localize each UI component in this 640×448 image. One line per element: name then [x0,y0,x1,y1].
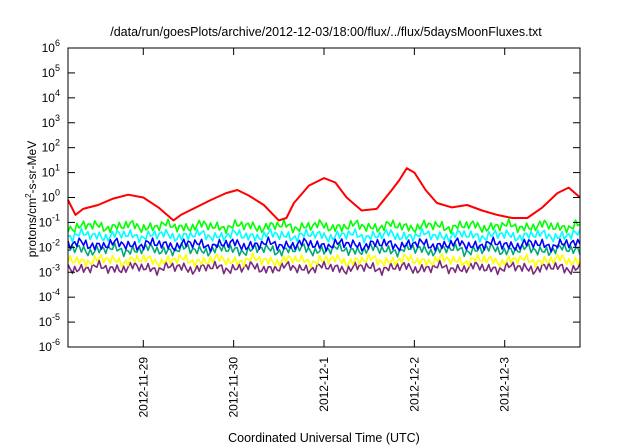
y-tick-base: 10 [39,315,53,329]
x-tick-label: 2012-11-30 [227,357,241,418]
y-tick-exp: 0 [55,188,60,198]
x-tick-label: 2012-11-29 [136,357,150,418]
y-tick-exp: -2 [52,237,60,247]
y-tick-exp: -5 [52,312,60,322]
y-tick-exp: -1 [52,212,60,222]
x-tick-label: 2012-12-1 [317,357,331,412]
y-tick-base: 10 [42,116,56,130]
series-layer [67,167,581,277]
y-tick-exp: -6 [52,337,60,347]
y-tick-label: 10-4 [39,287,60,304]
y-tick-label: 10-1 [39,212,60,229]
y-tick-base: 10 [42,191,56,205]
y-tick-label: 101 [42,163,60,180]
y-tick-exp: 1 [55,163,60,173]
y-tick-exp: 4 [55,88,60,98]
y-tick-exp: 2 [55,138,60,148]
y-tick-exp: 5 [55,63,60,73]
series-line [68,242,581,258]
series-line [67,259,581,277]
y-axis-label: protons/cm2-s-sr-MeV [24,141,39,257]
series-line [67,218,581,235]
y-tick-base: 10 [39,240,53,254]
chart-title: /data/run/goesPlots/archive/2012-12-03/1… [110,25,542,39]
y-tick-base: 10 [42,66,56,80]
y-tick-label: 10-2 [39,237,60,254]
x-axis-label: Coordinated Universal Time (UTC) [228,431,420,445]
y-tick-base: 10 [39,215,53,229]
y-tick-label: 103 [42,113,60,130]
y-tick-label: 10-6 [39,337,60,354]
y-axis-label-main: protons/cm [25,198,39,257]
x-axis: 2012-11-29 2012-11-30 2012-12-1 2012-12-2 20… [136,48,512,418]
y-tick-exp: -4 [52,287,60,297]
y-tick-base: 10 [39,340,53,354]
y-tick-label: 10-3 [39,262,60,279]
y-tick-exp: -3 [52,262,60,272]
y-tick-base: 10 [42,141,56,155]
y-tick-exp: 6 [55,38,60,48]
y-tick-label: 100 [42,188,60,205]
y-tick-label: 104 [42,88,60,105]
y-tick-exp: 3 [55,113,60,123]
x-tick-label: 2012-12-3 [498,357,512,412]
y-tick-base: 10 [39,290,53,304]
series-line [67,252,581,269]
x-tick-label: 2012-12-2 [407,357,421,412]
y-tick-base: 10 [42,166,56,180]
y-axis: 10-610-510-410-310-210-11001011021031041… [39,38,580,354]
y-tick-label: 105 [42,63,60,80]
y-tick-label: 106 [42,38,60,55]
y-tick-label: 102 [42,138,60,155]
y-tick-base: 10 [42,41,56,55]
series-line [67,167,581,222]
y-tick-base: 10 [39,265,53,279]
series-line [67,227,581,244]
y-tick-label: 10-5 [39,312,60,329]
y-axis-label-sup: 2 [24,193,33,198]
y-axis-label-rest: -s-sr-MeV [25,141,39,194]
series-line [67,236,581,253]
y-tick-base: 10 [42,91,56,105]
